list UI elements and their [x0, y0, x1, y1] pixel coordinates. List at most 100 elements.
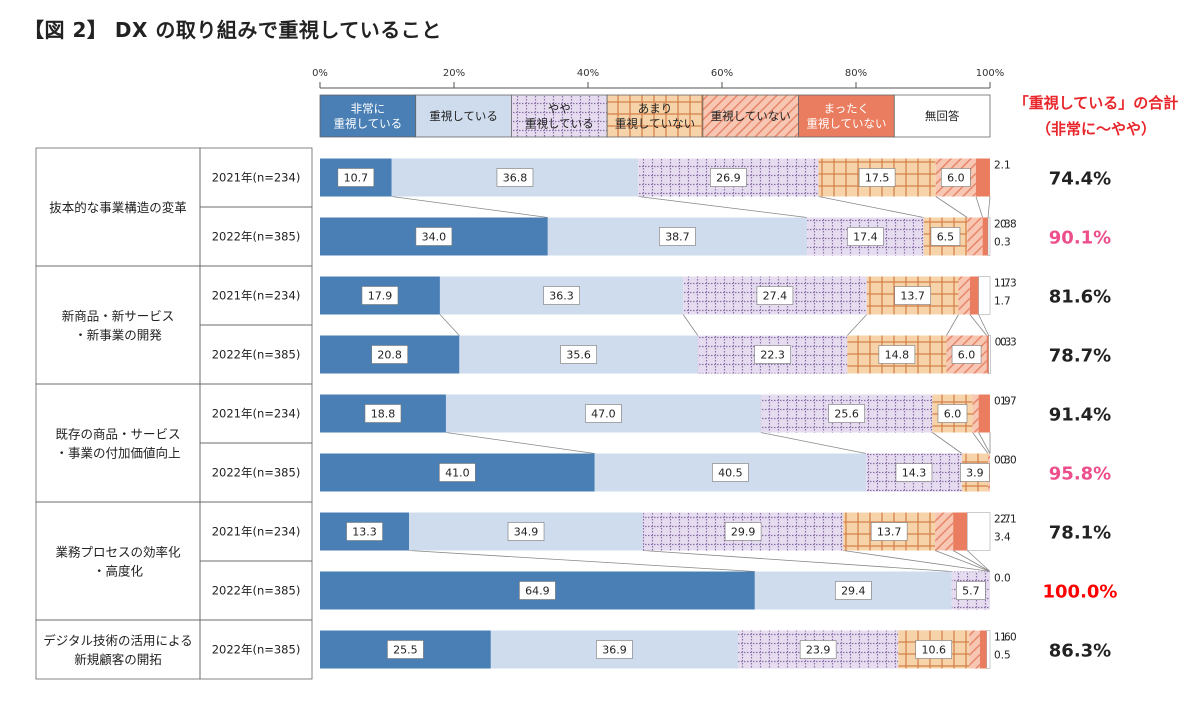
category-label: ・新事業の開発	[74, 328, 162, 343]
data-label: 0.3	[1000, 337, 1017, 349]
page-title: 【図 2】 DX の取り組みで重視していること	[24, 18, 442, 42]
legend-label: 重視していない	[711, 109, 791, 123]
data-label-box	[371, 345, 408, 364]
total-value: 74.4%	[1049, 169, 1111, 190]
data-label-box	[724, 522, 762, 541]
data-label-box	[560, 345, 597, 364]
data-label-box	[956, 581, 986, 600]
category-cell	[35, 619, 201, 680]
bar-segment	[978, 394, 990, 433]
category-cell	[35, 501, 201, 621]
connector-line	[946, 314, 959, 336]
connector-line	[932, 432, 963, 454]
data-label: 20.8	[377, 349, 402, 362]
data-label: 41.0	[445, 467, 470, 480]
x-tick-label: 20%	[443, 68, 465, 79]
bar-segment	[982, 217, 988, 256]
bar-segment	[988, 335, 991, 374]
total-value: 81.6%	[1049, 287, 1111, 308]
legend-swatch	[893, 94, 991, 138]
x-tick-label: 0%	[312, 68, 328, 79]
data-label-box	[878, 345, 916, 364]
year-cell	[199, 619, 313, 680]
total-heading: 「重視している」の合計 （非常に〜やや）	[996, 90, 1196, 142]
year-label: 2022年(n=385)	[212, 643, 301, 657]
connector-line	[975, 196, 984, 218]
x-tick-label: 40%	[577, 68, 599, 79]
data-label: 6.5	[937, 231, 955, 244]
data-label: 5.7	[962, 585, 980, 598]
year-label: 2022年(n=385)	[212, 348, 301, 362]
data-label-box	[361, 286, 399, 305]
bar-segment	[966, 512, 991, 551]
data-label: 38.7	[665, 231, 690, 244]
connector-line	[445, 432, 595, 454]
bar-segment	[986, 630, 991, 669]
data-label: 14.8	[885, 349, 910, 362]
connector-line	[987, 196, 991, 218]
data-label-box	[346, 522, 383, 541]
data-label-box	[585, 404, 622, 423]
total-heading-line1: 「重視している」の合計	[1013, 94, 1179, 112]
data-label: 17.5	[865, 172, 890, 185]
data-label: 34.0	[422, 231, 447, 244]
category-label: デジタル技術の活用による	[43, 633, 192, 648]
category-cell	[35, 265, 201, 385]
connector-line	[972, 432, 989, 454]
connector-line	[638, 196, 808, 218]
connector-line	[935, 196, 968, 218]
data-label-box	[712, 463, 749, 482]
data-label-box	[364, 404, 402, 423]
data-label: 0.0	[994, 573, 1011, 585]
data-label: 6.0	[958, 349, 976, 362]
data-label-box	[894, 286, 931, 305]
bar-segment	[986, 335, 989, 374]
data-label: 36.3	[549, 290, 574, 303]
legend-label: 非常に	[351, 102, 386, 116]
legend-label: 重視している	[334, 117, 403, 131]
bar-segment	[969, 276, 979, 315]
data-label-box	[543, 286, 580, 305]
data-label: 25.5	[393, 644, 418, 657]
legend-label: 重視していない	[806, 117, 886, 131]
data-label-box	[915, 640, 953, 659]
data-label-box	[387, 640, 424, 659]
category-label: 既存の商品・サービス	[55, 427, 180, 442]
connector-line	[952, 550, 991, 572]
data-label: 13.7	[877, 526, 902, 539]
legend-label: 無回答	[925, 109, 960, 123]
data-label: 2.7	[994, 514, 1011, 526]
bar-segment	[975, 158, 990, 197]
category-label: 抜本的な事業構造の変革	[49, 200, 187, 215]
category-label: ・高度化	[93, 564, 144, 579]
data-label: 10.6	[921, 644, 946, 657]
data-label-box	[507, 522, 545, 541]
data-label-box	[596, 640, 633, 659]
category-cell	[35, 383, 201, 503]
data-label-box	[858, 168, 896, 187]
data-label-box	[951, 345, 982, 364]
total-value: 78.7%	[1049, 346, 1111, 367]
data-label-box	[496, 168, 534, 187]
data-label: 0.8	[1000, 219, 1017, 231]
data-label: 17.9	[368, 290, 393, 303]
data-label: 27.4	[763, 290, 788, 303]
data-label: 29.9	[731, 526, 756, 539]
connector-line	[978, 432, 991, 454]
data-label: 14.3	[902, 467, 927, 480]
x-tick-label: 80%	[845, 68, 867, 79]
legend-swatch	[798, 94, 895, 138]
total-value: 86.3%	[1049, 641, 1111, 662]
data-label: 6.0	[944, 408, 962, 421]
total-value: 90.1%	[1049, 228, 1111, 249]
legend-label: 重視している	[525, 117, 594, 131]
legend-label: まったく	[824, 102, 870, 116]
data-label: 22.3	[760, 349, 785, 362]
data-label-box	[754, 345, 791, 364]
data-label-box	[659, 227, 696, 246]
data-label: 47.0	[591, 408, 616, 421]
data-label: 64.9	[525, 585, 550, 598]
legend-swatch	[511, 94, 608, 138]
data-label: 18.8	[371, 408, 396, 421]
data-label: 3.4	[994, 532, 1011, 544]
